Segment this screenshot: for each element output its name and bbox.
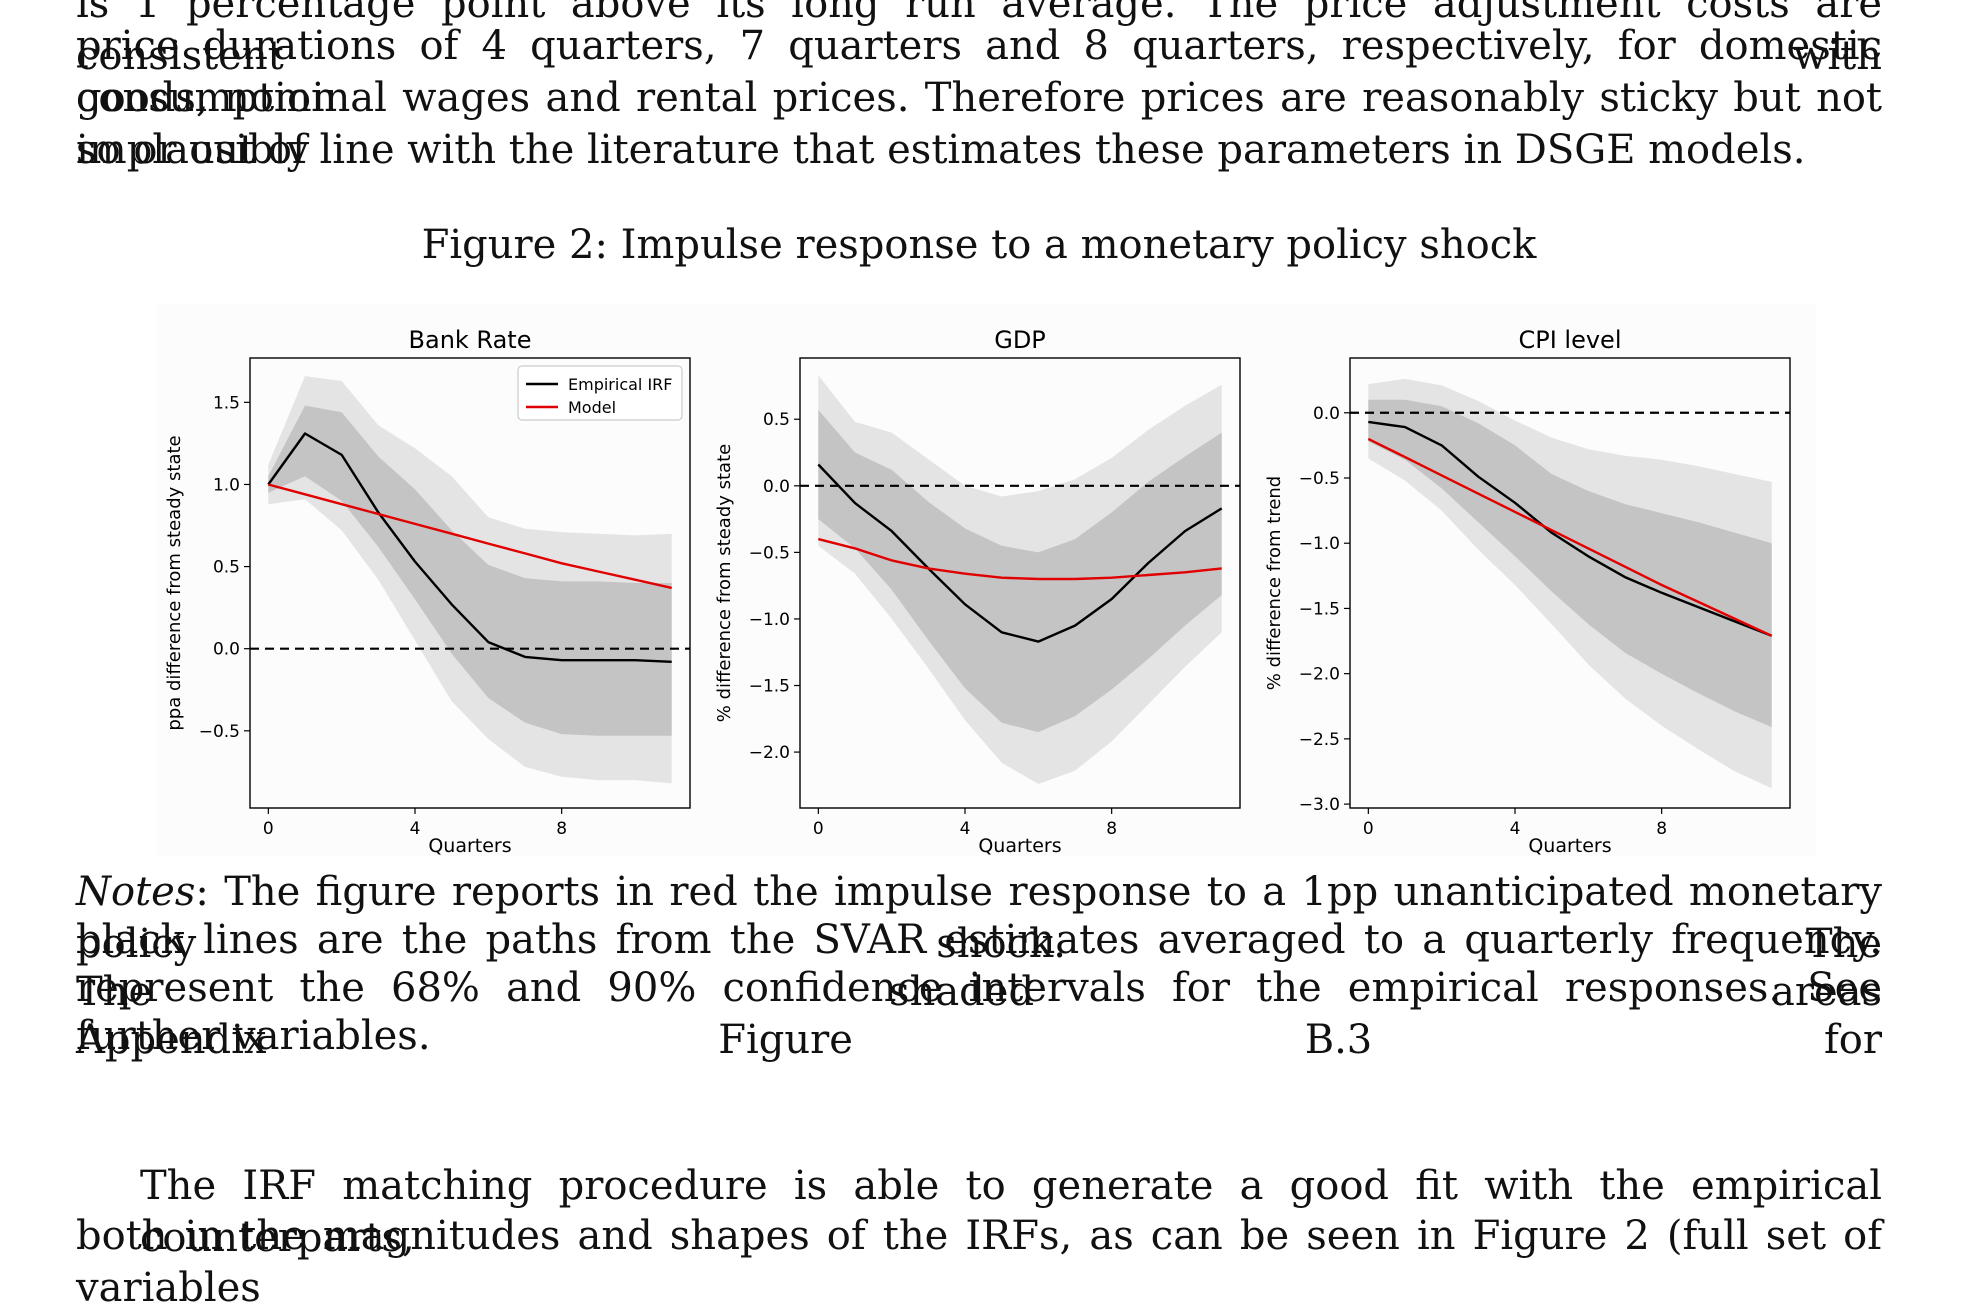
- y-tick-label: 1.0: [213, 475, 240, 495]
- y-axis-label: % difference from steady state: [714, 444, 735, 722]
- x-axis-label: Quarters: [978, 835, 1061, 857]
- series-line-model: [1367, 437, 1773, 637]
- chart-title: Bank Rate: [409, 326, 532, 354]
- chart-panel-cpi-level: 0.0 −0.5 −1.0 −1.5 −2.0 −2.5 −3.0 0 4 8 CPI level Q…: [1264, 326, 1791, 857]
- y-tick-label: −0.5: [1299, 469, 1340, 489]
- figure-caption: Figure 2: Impulse response to a monetary…: [421, 222, 1537, 268]
- body-line: both in the magnitudes and shapes of the…: [76, 1213, 1882, 1311]
- y-tick-label: −3.0: [1299, 795, 1340, 815]
- figure-panels: 1.5 1.0 0.5 0.0 −0.5 0 4 8 Bank Rate Quarters ppa …: [156, 304, 1816, 857]
- x-tick-label: 8: [556, 819, 567, 839]
- chart-panel-bank-rate: 1.5 1.0 0.5 0.0 −0.5 0 4 8 Bank Rate Quarters ppa …: [164, 326, 691, 857]
- chart-title: GDP: [994, 326, 1046, 354]
- x-tick-label: 0: [263, 819, 274, 839]
- y-tick-label: −1.5: [749, 677, 790, 697]
- chart-panel-gdp: 0.5 0.0 −0.5 −1.0 −1.5 −2.0 0 4 8 GDP Quarters % di…: [714, 326, 1241, 857]
- y-tick-label: 0.5: [213, 558, 240, 578]
- body-line: is 1 percentage point above its long run…: [76, 0, 1882, 79]
- confidence-band-68: [818, 409, 1222, 733]
- notes-text: : The figure reports in red the impulse …: [76, 869, 1882, 967]
- x-tick-label: 4: [1510, 819, 1521, 839]
- y-tick-label: −1.5: [1299, 599, 1340, 619]
- x-tick-label: 8: [1656, 819, 1667, 839]
- body-line: price durations of 4 quarters, 7 quarter…: [76, 23, 1882, 121]
- notes-line: represent the 68% and 90% confidence int…: [76, 965, 1882, 1063]
- body-line: so or out of line with the literature th…: [76, 127, 1806, 173]
- x-tick-label: 0: [1363, 819, 1374, 839]
- notes-line: further variables.: [76, 1013, 431, 1059]
- y-tick-label: 1.5: [213, 393, 240, 413]
- series-line-model: [267, 483, 672, 590]
- paper-page: is 1 percentage point above its long run…: [76, 0, 1882, 1311]
- plot-frame: [1349, 357, 1791, 809]
- x-tick-label: 4: [960, 819, 971, 839]
- y-tick-label: 0.0: [213, 640, 240, 660]
- x-axis-label: Quarters: [1528, 835, 1611, 857]
- series-line-empirical-irf: [817, 463, 1223, 643]
- legend-entry: Model: [568, 398, 616, 417]
- confidence-band-68: [1368, 399, 1772, 728]
- body-line: goods, nominal wages and rental prices. …: [76, 75, 1882, 173]
- notes-line: black lines are the paths from the SVAR …: [76, 917, 1882, 1015]
- x-tick-label: 0: [813, 819, 824, 839]
- y-tick-label: −2.0: [1299, 665, 1340, 685]
- plot-frame: [249, 357, 691, 809]
- x-tick-label: 8: [1106, 819, 1117, 839]
- plot-frame: [799, 357, 1241, 809]
- y-tick-label: 0.0: [763, 477, 790, 497]
- y-axis-label: % difference from trend: [1264, 476, 1285, 691]
- x-tick-label: 4: [410, 819, 421, 839]
- series-line-empirical-irf: [1368, 420, 1773, 637]
- y-tick-label: −2.5: [1299, 730, 1340, 750]
- y-tick-label: −1.0: [749, 610, 790, 630]
- legend-box: [517, 365, 683, 421]
- notes-label: Notes: [76, 869, 196, 915]
- confidence-band-68: [268, 405, 672, 736]
- notes-line: Notes: The figure reports in red the imp…: [76, 866, 1882, 970]
- y-tick-label: −2.0: [749, 743, 790, 763]
- y-tick-label: 0.0: [1313, 404, 1340, 424]
- y-tick-label: 0.5: [763, 410, 790, 430]
- x-axis-label: Quarters: [428, 835, 511, 857]
- series-line-model: [818, 537, 1222, 581]
- chart-title: CPI level: [1518, 326, 1621, 354]
- y-tick-label: −1.0: [1299, 534, 1340, 554]
- y-axis-label: ppa difference from steady state: [164, 435, 185, 730]
- y-tick-label: −0.5: [199, 722, 240, 742]
- series-line-empirical-irf: [267, 432, 672, 663]
- legend-entry: Empirical IRF: [568, 375, 673, 394]
- y-tick-label: −0.5: [749, 543, 790, 563]
